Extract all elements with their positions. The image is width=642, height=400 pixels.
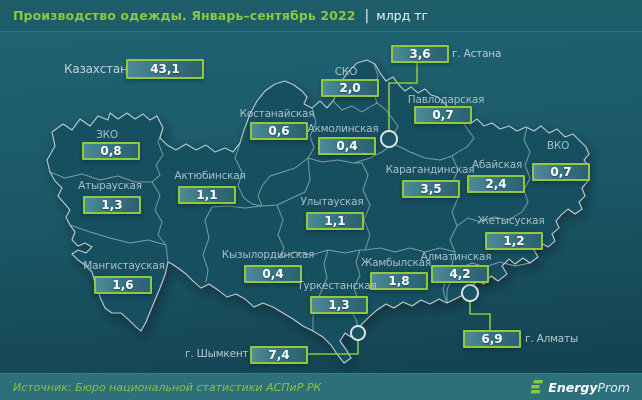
region-label-abayskaya: Абайская — [471, 159, 523, 171]
total-label-kazakhstan: Казахстан — [64, 62, 128, 76]
value-box-astana: 3,6 — [391, 45, 449, 63]
astana-city-marker — [380, 130, 398, 148]
region-label-karagandinskaya: Карагандинская — [385, 164, 475, 176]
region-label-aktyubinskaya: Актюбинская — [174, 170, 246, 182]
units-label: млрд тг — [376, 8, 429, 23]
value-box-atyrauskaya: 1,3 — [83, 196, 141, 214]
title-divider: | — [364, 7, 370, 24]
region-label-sko: СКО — [334, 66, 358, 78]
region-label-akmolinskaya: Акмолинская — [307, 123, 379, 135]
value-box-zhambylskaya: 1,8 — [370, 272, 428, 290]
energyprom-logo: EnergyProm — [529, 380, 630, 395]
almaty-city-marker — [461, 284, 479, 302]
value-box-turkestanskaya: 1,3 — [310, 296, 368, 314]
value-box-sko: 2,0 — [321, 79, 379, 97]
region-label-kyzylordinskaya: Кызылординская — [221, 249, 315, 261]
value-box-almatinskaya: 4,2 — [431, 265, 489, 283]
value-box-kyzylordinskaya: 0,4 — [244, 265, 302, 283]
city-label-shymkent: г. Шымкент — [185, 348, 249, 360]
almaty-callout-line — [469, 301, 491, 330]
footer-bar: Источник: Бюро национальной статистики А… — [0, 373, 642, 400]
source-note: Источник: Бюро национальной статистики А… — [13, 380, 322, 394]
header-bar: Производство одежды. Январь–сентябрь 202… — [0, 0, 642, 32]
value-box-almaty: 6,9 — [463, 330, 521, 348]
region-label-atyrauskaya: Атырауская — [78, 180, 142, 192]
region-label-zhambylskaya: Жамбылская — [360, 257, 432, 269]
value-box-abayskaya: 2,4 — [467, 175, 525, 193]
region-label-zko: ЗКО — [96, 129, 118, 141]
value-box-mangistauskaya: 1,6 — [94, 276, 152, 294]
region-label-zhetysuskaya: Жетысуская — [477, 215, 545, 227]
shymkent-callout-line — [305, 340, 359, 355]
value-box-shymkent: 7,4 — [250, 346, 308, 364]
city-label-almaty: г. Алматы — [525, 333, 579, 345]
region-label-almatinskaya: Алматинская — [420, 251, 492, 263]
value-box-vko: 0,7 — [532, 163, 590, 181]
energyprom-wordmark: EnergyProm — [548, 380, 630, 395]
energyprom-logo-icon — [530, 380, 544, 394]
value-box-aktyubinskaya: 1,1 — [178, 186, 236, 204]
value-box-kostanayskaya: 0,6 — [250, 122, 308, 140]
value-box-karagandinskaya: 3,5 — [402, 180, 460, 198]
region-label-mangistauskaya: Мангистауская — [83, 260, 165, 272]
logo-text-light: Prom — [597, 379, 630, 395]
shymkent-city-marker — [350, 325, 366, 341]
astana-callout-line — [388, 62, 418, 130]
kazakhstan-landmass — [46, 59, 590, 364]
value-box-pavlodarskaya: 0,7 — [414, 106, 472, 124]
region-label-ulytauskaya: Улытауская — [300, 196, 364, 208]
city-label-astana: г. Астана — [452, 48, 502, 60]
logo-text-bold: Energy — [548, 379, 598, 395]
page-title: Производство одежды. Январь–сентябрь 202… — [13, 8, 356, 23]
value-box-ulytauskaya: 1,1 — [306, 212, 364, 230]
total-value-box-kazakhstan: 43,1 — [126, 59, 204, 79]
value-box-akmolinskaya: 0,4 — [318, 137, 376, 155]
region-label-vko: ВКО — [546, 140, 570, 152]
value-box-zko: 0,8 — [82, 142, 140, 160]
region-label-kostanayskaya: Костанайская — [239, 108, 315, 120]
region-label-turkestanskaya: Туркестанская — [297, 280, 377, 292]
region-label-pavlodarskaya: Павлодарская — [407, 94, 485, 106]
value-box-zhetysuskaya: 1,2 — [485, 232, 543, 250]
